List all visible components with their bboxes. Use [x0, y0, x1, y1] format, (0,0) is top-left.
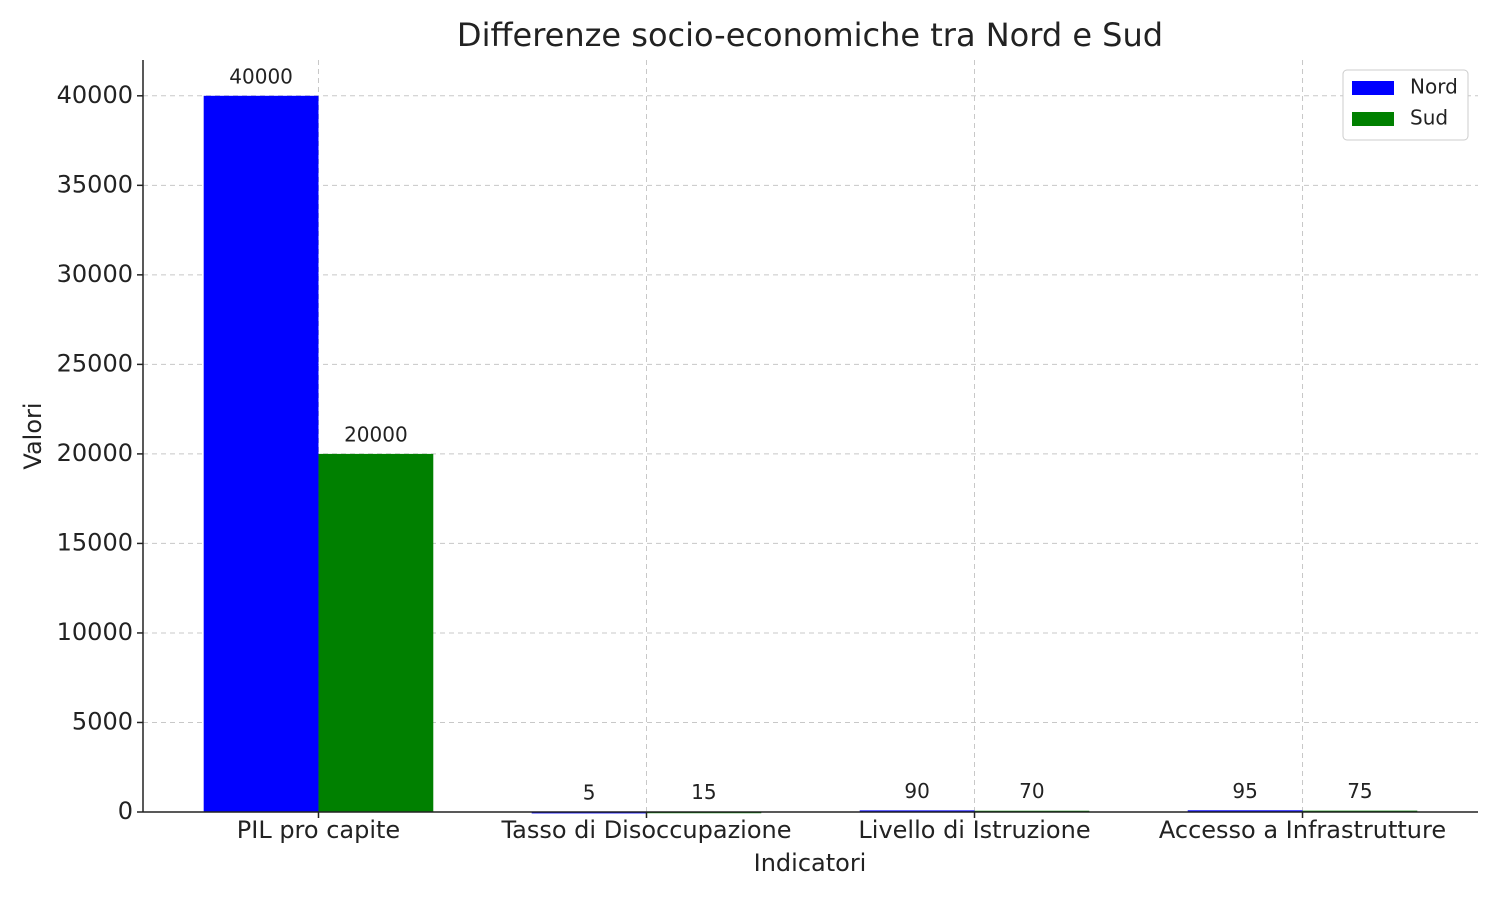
y-tick-label: 10000: [57, 618, 133, 646]
x-tick-label: Livello di Istruzione: [858, 816, 1090, 844]
y-tick-label: 30000: [57, 260, 133, 288]
y-tick-label: 0: [118, 797, 133, 825]
bar: [203, 95, 319, 813]
data-label: 40000: [229, 64, 293, 88]
legend-label: Sud: [1410, 106, 1448, 130]
data-label: 70: [1019, 779, 1044, 803]
data-label: 15: [691, 780, 716, 804]
bar: [1187, 810, 1303, 812]
x-tick-label: Accesso a Infrastrutture: [1159, 816, 1446, 844]
y-tick-label: 15000: [57, 528, 133, 556]
data-label: 20000: [344, 422, 408, 446]
bar: [859, 810, 975, 812]
data-label: 90: [904, 779, 929, 803]
y-tick-label: 5000: [72, 707, 133, 735]
y-tick-label: 35000: [57, 170, 133, 198]
legend-swatch: [1352, 112, 1394, 126]
legend-swatch: [1352, 81, 1394, 95]
y-tick-label: 40000: [57, 81, 133, 109]
bar: [318, 453, 434, 812]
x-tick-label: Tasso di Disoccupazione: [500, 816, 791, 844]
chart-title: Differenze socio-economiche tra Nord e S…: [457, 16, 1163, 54]
x-axis-label: Indicatori: [754, 849, 867, 877]
x-tick-label: PIL pro capite: [237, 816, 400, 844]
y-tick-label: 25000: [57, 349, 133, 377]
data-label: 5: [583, 780, 596, 804]
y-axis-label: Valori: [19, 402, 47, 469]
data-label: 95: [1232, 779, 1257, 803]
y-tick-label: 20000: [57, 439, 133, 467]
legend-label: Nord: [1410, 75, 1458, 99]
data-label: 75: [1347, 779, 1372, 803]
